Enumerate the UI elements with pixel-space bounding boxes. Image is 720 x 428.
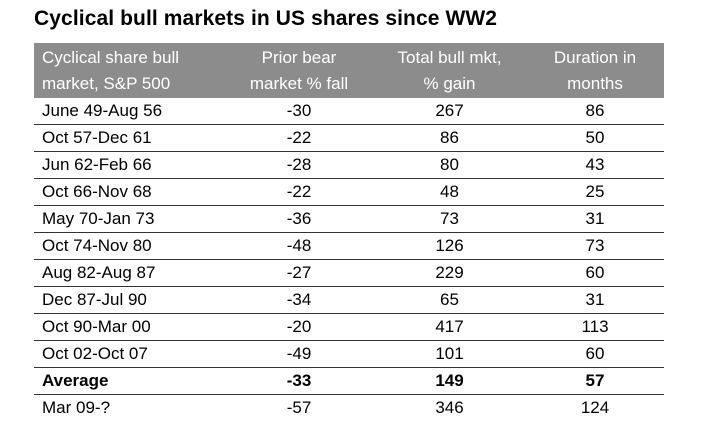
cell-duration: 50	[526, 124, 664, 152]
table-row: Dec 87-Jul 90 -34 65 31	[34, 286, 664, 314]
header-bull-gain-line2: % gain	[423, 74, 476, 93]
chart-title: Cyclical bull markets in US shares since…	[34, 7, 498, 30]
header-period: Cyclical share bull market, S&P 500	[34, 43, 225, 98]
cell-duration: 60	[526, 340, 664, 368]
cell-prior-bear-fall: -20	[225, 313, 373, 341]
cell-duration: 60	[526, 259, 664, 287]
cell-prior-bear-fall: -28	[225, 151, 373, 179]
cell-duration: 25	[526, 178, 664, 206]
cell-bull-gain: 126	[373, 232, 526, 260]
cell-bull-gain: 267	[373, 98, 526, 125]
cell-bull-gain: 86	[373, 124, 526, 152]
cell-duration: 73	[526, 232, 664, 260]
cell-prior-bear-fall: -48	[225, 232, 373, 260]
cell-duration: 31	[526, 205, 664, 233]
average-row: Average -33 149 57	[34, 367, 664, 395]
table-row: Aug 82-Aug 87 -27 229 60	[34, 259, 664, 287]
table-row: Oct 90-Mar 00 -20 417 113	[34, 313, 664, 341]
cell-bull-gain: 229	[373, 259, 526, 287]
cell-period: Oct 74-Nov 80	[34, 232, 225, 260]
cell-bull-gain: 101	[373, 340, 526, 368]
cell-prior-bear-fall: -30	[225, 98, 373, 125]
cell-bull-gain: 417	[373, 313, 526, 341]
table-row: June 49-Aug 56 -30 267 86	[34, 98, 664, 125]
bull-markets-table: Cyclical share bull market, S&P 500 Prio…	[34, 43, 664, 421]
cell-period: June 49-Aug 56	[34, 98, 225, 125]
cell-duration: 113	[526, 313, 664, 341]
cell-duration: 86	[526, 98, 664, 125]
table-body: June 49-Aug 56 -30 267 86 Oct 57-Dec 61 …	[34, 98, 664, 421]
cell-bull-gain: 73	[373, 205, 526, 233]
table-row: Oct 66-Nov 68 -22 48 25	[34, 178, 664, 206]
cell-duration: 31	[526, 286, 664, 314]
cell-period: Mar 09-?	[42, 398, 111, 417]
header-prior-bear-line1: Prior bear	[261, 48, 337, 67]
header-prior-bear: Prior bear market % fall	[225, 43, 373, 98]
cell-period: Average	[34, 367, 225, 395]
cell-bull-gain: 149	[373, 367, 526, 395]
cell-prior-bear-fall: -36	[225, 205, 373, 233]
cell-prior-bear-fall: -33	[225, 367, 373, 395]
cell-period: Oct 02-Oct 07	[34, 340, 225, 368]
table-row: Oct 02-Oct 07 -49 101 60	[34, 340, 664, 368]
cell-period: Oct 90-Mar 00	[34, 313, 225, 341]
header-prior-bear-line2: market % fall	[249, 74, 349, 93]
cell-prior-bear-fall: -49	[225, 340, 373, 368]
cell-period: Aug 82-Aug 87	[34, 259, 225, 287]
cell-bull-gain: 65	[373, 286, 526, 314]
cell-prior-bear-fall: -34	[225, 286, 373, 314]
table-row: Jun 62-Feb 66 -28 80 43	[34, 151, 664, 179]
table-row: Oct 57-Dec 61 -22 86 50	[34, 124, 664, 152]
cell-bull-gain: 80	[373, 151, 526, 179]
cell-prior-bear-fall: -22	[225, 178, 373, 206]
table-row: May 70-Jan 73 -36 73 31	[34, 205, 664, 233]
header-bull-gain-line1: Total bull mkt,	[397, 48, 502, 67]
header-period-line2: market, S&P 500	[42, 74, 171, 93]
cell-bull-gain: 48	[373, 178, 526, 206]
cell-duration: 124	[580, 398, 610, 417]
cell-duration: 43	[526, 151, 664, 179]
table-header: Cyclical share bull market, S&P 500 Prio…	[34, 43, 664, 98]
cell-prior-bear-fall: -22	[225, 124, 373, 152]
cell-period: Jun 62-Feb 66	[34, 151, 225, 179]
header-duration: Duration in months	[526, 43, 664, 98]
cell-period: Dec 87-Jul 90	[34, 286, 225, 314]
header-duration-line2: months	[567, 74, 623, 93]
cell-period: May 70-Jan 73	[34, 205, 225, 233]
header-row: Cyclical share bull market, S&P 500 Prio…	[34, 43, 664, 98]
header-period-line1: Cyclical share bull	[42, 48, 179, 67]
table-row: Mar 09-? -57 346 124	[34, 395, 664, 422]
cell-bull-gain: 346	[435, 398, 464, 417]
cell-period: Oct 66-Nov 68	[34, 178, 225, 206]
header-bull-gain: Total bull mkt, % gain	[373, 43, 526, 98]
cell-period: Oct 57-Dec 61	[34, 124, 225, 152]
cell-prior-bear-fall: -57	[286, 398, 312, 417]
cell-duration: 57	[526, 367, 664, 395]
cell-prior-bear-fall: -27	[225, 259, 373, 287]
table-row: Oct 74-Nov 80 -48 126 73	[34, 232, 664, 260]
header-duration-line1: Duration in	[553, 48, 637, 67]
